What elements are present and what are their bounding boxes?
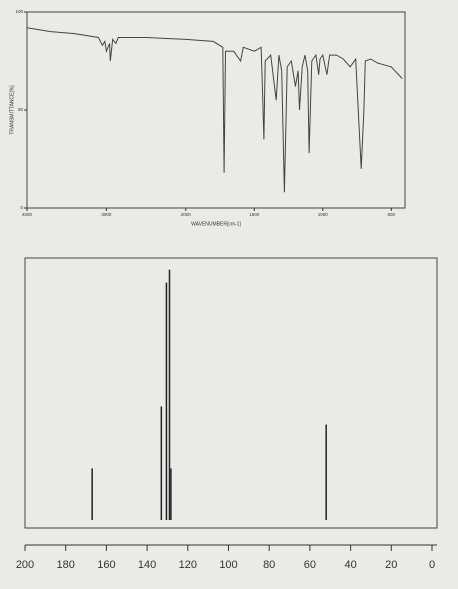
ir-x-label: WAVENUMBER[cm-1] xyxy=(191,221,241,227)
x-tick-label: 1500 xyxy=(249,212,260,217)
nmr-frame xyxy=(24,257,438,529)
x-tick-label: 4000 xyxy=(22,212,33,217)
x-tick-label: 40 xyxy=(344,559,356,571)
x-tick-label: 20 xyxy=(385,559,397,571)
y-tick-label: 100 xyxy=(15,9,23,14)
x-tick-label: 160 xyxy=(97,559,115,571)
y-tick-label: 50 xyxy=(18,107,24,112)
x-tick-label: 140 xyxy=(138,559,156,571)
x-tick-label: 0 xyxy=(429,559,435,571)
x-tick-label: 80 xyxy=(263,559,275,571)
ir-y-label: TRANSMITTANCE[%] xyxy=(9,85,15,135)
ir-trace xyxy=(26,27,403,193)
x-tick-label: 100 xyxy=(219,559,237,571)
x-tick-label: 2000 xyxy=(181,212,192,217)
x-tick-label: 60 xyxy=(304,559,316,571)
x-tick-label: 500 xyxy=(388,212,396,217)
x-tick-label: 180 xyxy=(57,559,75,571)
x-tick-label: 3000 xyxy=(101,212,112,217)
x-tick-label: 200 xyxy=(16,559,34,571)
y-tick-label: 0 xyxy=(20,205,23,210)
x-tick-label: 1000 xyxy=(318,212,329,217)
x-tick-label: 120 xyxy=(179,559,197,571)
